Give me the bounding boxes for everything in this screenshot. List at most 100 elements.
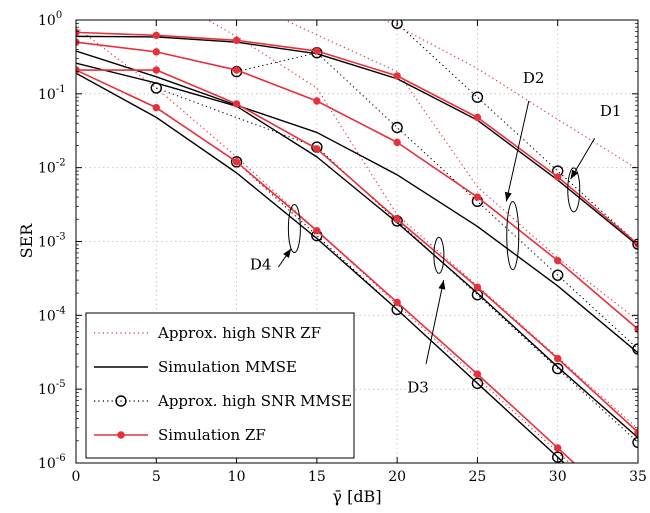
data-point-dot (232, 100, 241, 108)
annotations: D1 D2 D3 D4 (250, 69, 622, 397)
legend-marker-dot (117, 431, 125, 439)
data-point-dot (554, 444, 562, 452)
x-tick-label: 35 (629, 469, 647, 485)
x-tick-label: 30 (549, 469, 567, 485)
data-point-circle (632, 436, 638, 449)
data-point-dot (232, 66, 241, 74)
series-line-d3-sim-zf (76, 69, 638, 433)
series-line-d1-sim-zf (76, 31, 638, 245)
data-point-dot (393, 72, 401, 80)
series-line-d4-sim-mmse (76, 72, 566, 463)
series-line-d2-sim-zf (76, 41, 638, 330)
annotation-label-d3: D3 (407, 379, 429, 397)
y-tick-base: 10 (38, 87, 56, 103)
series-line-d4-sim-zf (76, 69, 576, 463)
y-tick-exponent: -5 (56, 379, 66, 390)
annotation-arrow-head (570, 169, 579, 180)
axis-ticks: 0 5 10 15 20 25 30 3510010-110-210-310-410-510-… (38, 10, 647, 485)
data-point-dot (313, 47, 321, 55)
x-tick-label: 25 (469, 469, 487, 485)
data-point-circle (391, 20, 403, 30)
x-tick-label: 10 (228, 469, 246, 485)
annotation-ellipse-d2 (506, 201, 520, 271)
series-line-d3-sim-mmse (76, 62, 638, 439)
y-tick-base: 10 (38, 308, 56, 324)
annotation-arrow-head (438, 280, 446, 290)
data-point-circle (552, 362, 564, 375)
legend: Approx. high SNR ZF Simulation MMSE Approx… (85, 312, 355, 459)
y-tick-label: 10-4 (38, 305, 66, 324)
series-line-d2-sim-mmse (76, 50, 638, 354)
data-point-dot (232, 36, 241, 45)
y-tick-base: 10 (38, 235, 56, 251)
data-point-dot (152, 48, 160, 56)
y-axis-label: SER (17, 223, 36, 259)
y-tick-label: 10-2 (38, 158, 66, 177)
legend-marker-circle (115, 395, 127, 407)
legend-entry-label: Simulation MMSE (158, 358, 297, 376)
y-tick-exponent: -1 (56, 84, 66, 95)
annotation-label-d1: D1 (600, 102, 622, 120)
data-point-dot (313, 145, 321, 153)
data-point-dot (152, 31, 160, 40)
x-tick-label: 15 (308, 469, 326, 485)
data-point-dot (473, 193, 482, 201)
annotation-label-d2: D2 (523, 69, 545, 87)
y-tick-label: 10-6 (38, 453, 66, 472)
data-point-dot (313, 97, 321, 105)
annotation-ellipse-d1 (567, 167, 581, 213)
x-axis-label: γ̄ [dB] (332, 487, 381, 506)
series-line-d1-sim-mmse (76, 35, 638, 247)
series-line-d2-approx-mmse (236, 52, 638, 350)
data-point-dot (393, 215, 401, 223)
series-line-d1-approx-mmse (396, 22, 638, 245)
y-tick-base: 10 (38, 382, 56, 398)
data-point-dot (152, 103, 160, 112)
x-tick-label: 5 (152, 469, 161, 485)
data-point-dot (473, 283, 482, 291)
y-tick-base: 10 (38, 456, 56, 472)
x-tick-label: 0 (72, 469, 81, 485)
y-tick-base: 10 (38, 13, 56, 29)
legend-box (85, 312, 355, 459)
annotation-ellipse-d3 (433, 236, 445, 274)
data-point-circle (632, 238, 638, 250)
annotation-arrow-head (504, 191, 512, 202)
data-point-dot (473, 113, 482, 122)
legend-entry-label: Simulation ZF (158, 426, 266, 444)
data-point-dot (152, 66, 160, 74)
data-point-dot (554, 256, 562, 265)
series-lines (76, 20, 638, 463)
y-tick-base: 10 (38, 161, 56, 177)
y-tick-exponent: -4 (56, 305, 66, 316)
x-tick-label: 20 (388, 469, 406, 485)
data-point-dot (554, 173, 562, 181)
data-point-circle (471, 377, 484, 390)
annotation-ellipse-d4 (287, 203, 301, 253)
data-point-circle (552, 269, 564, 281)
annotation-arrow-head (283, 248, 292, 259)
annotation-label-d4: D4 (250, 255, 272, 273)
y-tick-label: 10-1 (38, 84, 66, 103)
data-point-dot (554, 354, 562, 363)
y-tick-exponent: 0 (56, 10, 62, 21)
data-point-dot (232, 158, 241, 166)
y-tick-exponent: -3 (56, 232, 66, 243)
data-point-circle (471, 91, 484, 103)
data-point-circle (230, 156, 243, 168)
annotation-arrow-line (425, 280, 445, 364)
legend-entry-label: Approx. high SNR ZF (157, 324, 321, 342)
annotation-arrow-line (505, 100, 530, 202)
y-tick-exponent: -6 (56, 453, 66, 464)
y-tick-label: 100 (38, 10, 62, 29)
data-point-dot (393, 138, 401, 147)
data-point-dot (393, 298, 401, 307)
y-tick-label: 10-5 (38, 379, 66, 398)
data-point-dot (313, 227, 321, 235)
y-tick-exponent: -2 (56, 158, 66, 169)
legend-entry-label: Approx. high SNR MMSE (157, 392, 352, 410)
y-tick-label: 10-3 (38, 232, 66, 251)
data-point-circle (391, 121, 403, 134)
data-point-dot (473, 370, 482, 378)
